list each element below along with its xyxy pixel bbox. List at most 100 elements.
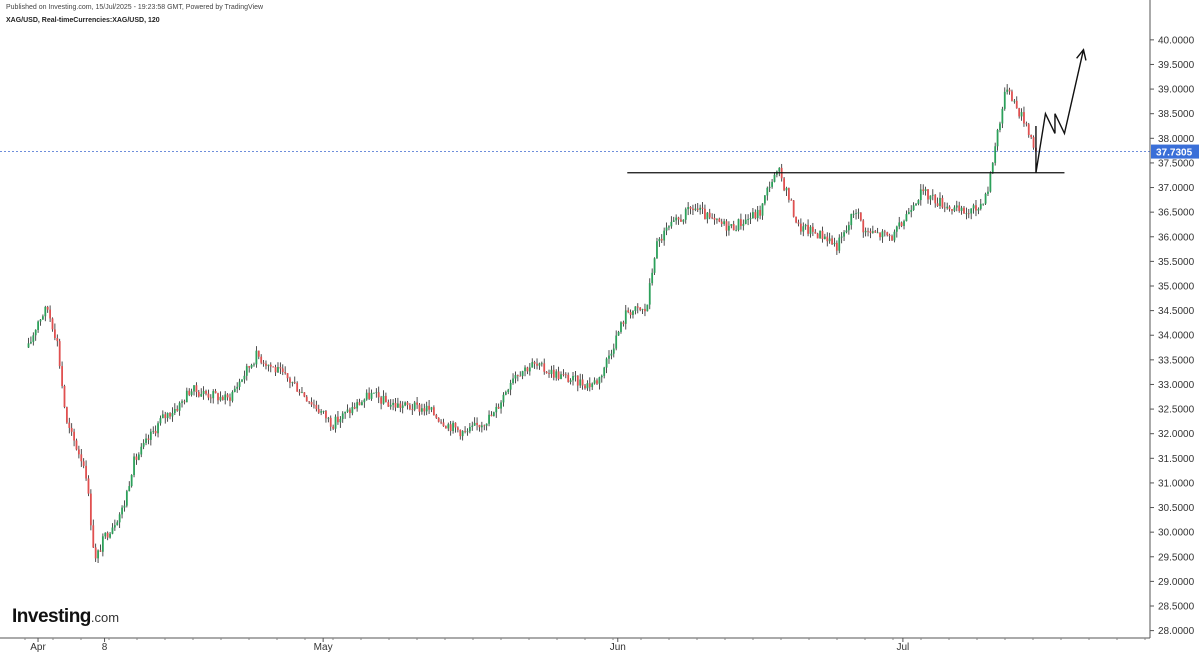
candle: [627, 310, 630, 313]
candle: [209, 397, 212, 399]
candle: [586, 383, 589, 389]
candle: [879, 232, 881, 238]
candle: [615, 335, 618, 349]
candle: [620, 322, 622, 332]
candle: [497, 406, 500, 409]
candle: [375, 392, 378, 394]
candle: [154, 430, 157, 434]
candle: [411, 409, 414, 410]
candle: [413, 402, 416, 410]
candle: [730, 224, 733, 226]
candle: [749, 218, 752, 220]
candle: [919, 189, 922, 201]
candle: [862, 220, 865, 233]
candle: [70, 427, 73, 432]
candle: [320, 411, 323, 413]
candle: [653, 258, 656, 273]
candle: [965, 213, 968, 215]
candle: [435, 415, 438, 418]
projection-arrowhead: [1076, 48, 1087, 61]
investing-logo: Investing.com: [12, 606, 119, 628]
candle: [507, 389, 510, 393]
candle: [1023, 112, 1025, 124]
candle: [137, 454, 140, 460]
candle: [699, 207, 702, 210]
candle: [639, 307, 642, 310]
candle: [807, 224, 809, 234]
candle: [504, 392, 507, 395]
candle: [27, 343, 30, 348]
candle: [262, 362, 265, 364]
logo-suffix: .com: [90, 610, 120, 625]
candle: [929, 195, 932, 200]
candle: [641, 309, 644, 310]
candle: [955, 205, 958, 208]
candle: [274, 367, 277, 373]
y-tick-label: 40.0000: [1158, 35, 1195, 46]
candle: [632, 310, 634, 315]
candle: [305, 396, 308, 402]
candle: [636, 306, 639, 308]
candle: [521, 371, 524, 377]
candle: [694, 208, 697, 210]
candle: [272, 366, 275, 368]
candle: [80, 454, 83, 462]
candle: [245, 366, 248, 376]
candle: [44, 306, 47, 317]
candle: [248, 366, 251, 368]
candle: [226, 394, 229, 398]
candle: [684, 209, 687, 220]
candle: [843, 232, 845, 237]
candle: [188, 390, 191, 395]
candle: [265, 363, 267, 366]
candle: [351, 407, 354, 414]
candle: [346, 409, 349, 412]
candle: [852, 213, 855, 215]
candle: [365, 392, 368, 400]
candle: [629, 312, 632, 315]
y-tick-label: 30.5000: [1158, 503, 1195, 514]
candle: [584, 385, 586, 389]
candle: [358, 402, 361, 406]
candle: [656, 241, 658, 259]
candle: [799, 223, 802, 232]
candle: [380, 397, 383, 404]
candle: [648, 283, 651, 305]
candle: [735, 229, 738, 231]
candle: [766, 187, 769, 196]
candle: [756, 209, 759, 219]
candle: [293, 382, 296, 384]
y-tick-label: 38.5000: [1158, 109, 1195, 120]
y-tick-label: 31.5000: [1158, 454, 1195, 465]
candle: [646, 304, 649, 312]
candle: [672, 220, 675, 222]
candle: [123, 505, 126, 508]
candle: [377, 392, 380, 398]
candle: [557, 371, 560, 379]
candle: [478, 424, 481, 428]
candle: [106, 532, 109, 538]
candle: [588, 383, 591, 388]
y-tick-label: 37.0000: [1158, 183, 1195, 194]
candle: [826, 236, 829, 242]
candle: [449, 424, 452, 432]
candle: [603, 367, 606, 376]
candle: [828, 238, 831, 242]
candle: [790, 199, 793, 201]
candle: [759, 209, 762, 216]
candle: [284, 372, 287, 374]
candle: [406, 402, 409, 406]
candle: [32, 335, 35, 342]
candle: [687, 207, 690, 210]
candle: [816, 233, 819, 239]
candle: [39, 319, 42, 322]
candle: [109, 533, 111, 538]
candle: [82, 461, 85, 466]
candle: [785, 188, 788, 191]
candle: [689, 207, 692, 209]
candle: [397, 403, 399, 408]
x-tick-label: Apr: [30, 642, 46, 653]
candle: [337, 416, 339, 423]
candle: [260, 356, 263, 363]
